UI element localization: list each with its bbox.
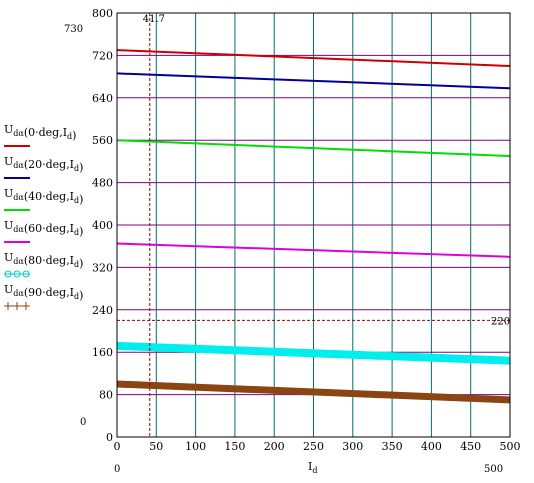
x-range-max-label: 500	[484, 464, 503, 475]
x-tick-label-200: 200	[264, 440, 285, 453]
legend-item-2: Udα(40·deg,Id)	[4, 187, 83, 211]
x-tick-label-150: 150	[224, 440, 245, 453]
series-lines	[116, 49, 511, 404]
series-line-2	[116, 139, 511, 158]
legend-item-3: Udα(60·deg,Id)	[4, 219, 83, 243]
x-tick-label-350: 350	[382, 440, 403, 453]
x-tick-label-0: 0	[114, 440, 121, 453]
legend: Udα(0·deg,Id) Udα(20·deg,Id) Udα(40·deg,Id…	[4, 123, 83, 310]
y-tick-label-80: 80	[99, 389, 113, 402]
legend-swatch-marker-4-2	[22, 270, 30, 278]
x-tick-label-450: 450	[460, 440, 481, 453]
y-tick-label-720: 720	[92, 49, 113, 62]
y-tick-label-240: 240	[92, 304, 113, 317]
y-tick-label-640: 640	[92, 92, 113, 105]
legend-label-2: Udα(40·deg,Id)	[4, 187, 83, 206]
x-tick-label-250: 250	[303, 440, 324, 453]
y-tick-label-400: 400	[92, 219, 113, 232]
axes	[116, 12, 511, 438]
x-tick-label-100: 100	[185, 440, 206, 453]
legend-item-0: Udα(0·deg,Id)	[4, 123, 76, 147]
plot-frame	[116, 12, 511, 438]
legend-swatch-marker-4-0	[4, 270, 12, 278]
y-tick-label-0: 0	[106, 431, 113, 444]
tick-labels: 0 50 100 150 200 250 300 350 400 450 500 0 80 160 240 3…	[92, 7, 521, 453]
legend-label-4: Udα(80·deg,Id)	[4, 251, 83, 270]
series-line-5	[116, 380, 511, 404]
x-tick-label-50: 50	[149, 440, 163, 453]
series-line-4	[116, 341, 511, 365]
y-tick-label-320: 320	[92, 261, 113, 274]
marker-vertical-label: 41.7	[143, 14, 165, 25]
series-line-3	[116, 242, 511, 258]
legend-label-5: Udα(90·deg,Id)	[4, 283, 83, 302]
legend-label-0: Udα(0·deg,Id)	[4, 123, 76, 142]
y-tick-label-800: 800	[92, 7, 113, 20]
legend-item-5: Udα(90·deg,Id)	[4, 283, 83, 310]
y-range-min-label: 0	[80, 417, 86, 428]
legend-label-3: Udα(60·deg,Id)	[4, 219, 83, 238]
y-tick-label-160: 160	[92, 346, 113, 359]
x-tick-label-400: 400	[421, 440, 442, 453]
y-tick-label-480: 480	[92, 177, 113, 190]
x-tick-label-500: 500	[500, 440, 521, 453]
series-line-1	[116, 72, 511, 90]
x-axis-label: Id	[308, 460, 317, 475]
legend-swatch-marker-4-1	[13, 270, 21, 278]
legend-item-4: Udα(80·deg,Id)	[4, 251, 83, 278]
marker-lines: 41.7 220	[117, 13, 510, 437]
legend-label-1: Udα(20·deg,Id)	[4, 155, 83, 174]
series-line-0	[116, 49, 511, 67]
marker-horizontal-label: 220	[491, 316, 510, 327]
x-range-min-label: 0	[114, 464, 120, 475]
legend-item-1: Udα(20·deg,Id)	[4, 155, 83, 179]
y-range-max-label: 730	[64, 24, 83, 35]
x-tick-label-300: 300	[342, 440, 363, 453]
y-tick-label-560: 560	[92, 134, 113, 147]
